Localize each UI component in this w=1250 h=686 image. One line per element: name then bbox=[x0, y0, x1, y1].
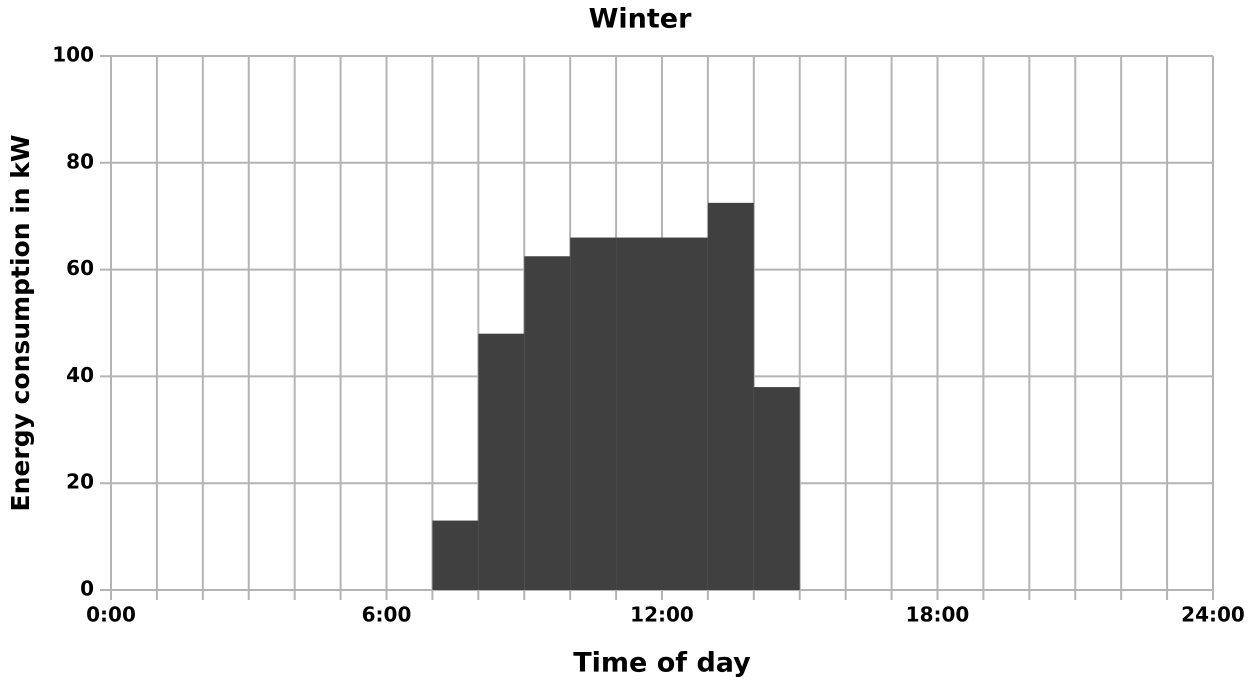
y-tick-label: 40 bbox=[66, 363, 94, 387]
y-tick-label: 60 bbox=[66, 256, 94, 280]
y-tick-label: 0 bbox=[80, 577, 94, 601]
x-axis-label: Time of day bbox=[573, 648, 751, 679]
bar bbox=[616, 237, 662, 590]
bar bbox=[707, 202, 754, 590]
y-tick-label: 100 bbox=[52, 43, 94, 67]
y-tick-label: 80 bbox=[66, 149, 94, 173]
x-tick-label: 24:00 bbox=[1181, 603, 1245, 627]
bar bbox=[570, 237, 617, 590]
x-tick-label: 0:00 bbox=[86, 603, 136, 627]
y-tick-label: 20 bbox=[66, 470, 94, 494]
y-axis-label: Energy consumption in kW bbox=[6, 135, 35, 512]
x-tick-label: 6:00 bbox=[362, 603, 412, 627]
bar bbox=[478, 333, 525, 590]
x-tick-label: 12:00 bbox=[630, 603, 694, 627]
chart-title: Winter bbox=[589, 4, 692, 35]
bar bbox=[432, 520, 479, 590]
bar bbox=[753, 387, 800, 590]
bar bbox=[662, 237, 708, 590]
x-tick-label: 18:00 bbox=[906, 603, 970, 627]
bar bbox=[524, 256, 571, 590]
